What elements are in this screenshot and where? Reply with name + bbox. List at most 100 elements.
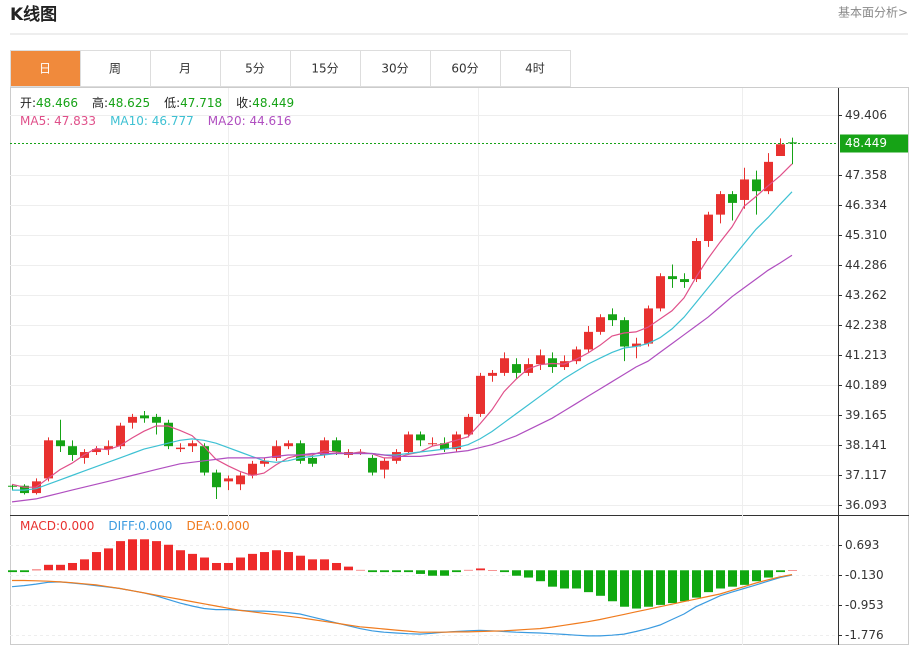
- candle-body: [644, 308, 653, 344]
- tab-label[interactable]: 日: [39, 62, 51, 76]
- tab[interactable]: [500, 50, 571, 87]
- legend-label: 收:: [236, 96, 252, 110]
- macd-bar: [512, 570, 521, 576]
- macd-bar: [224, 562, 233, 571]
- candle-body: [236, 475, 245, 485]
- macd-bar: [392, 570, 401, 573]
- macd-bar: [104, 548, 113, 571]
- legend: MA5: 47.833 MA10: 46.777 MA20: 44.616: [20, 114, 291, 128]
- candle-body: [704, 214, 713, 242]
- candle-body: [608, 314, 617, 321]
- y-tick-label: 38.141: [845, 438, 887, 452]
- candle-body: [140, 415, 149, 419]
- candle-body: [572, 349, 581, 362]
- macd-bar: [680, 570, 689, 602]
- legend-value: 47.718: [180, 96, 222, 110]
- tab-label[interactable]: 4时: [525, 62, 545, 76]
- macd-bar: [692, 570, 701, 598]
- macd-bar: [284, 552, 293, 571]
- candle-body: [464, 416, 473, 435]
- macd-bar: [752, 570, 761, 582]
- indicator-line: [11, 254, 793, 503]
- y-tick-label: 0.693: [845, 538, 879, 552]
- candle-body: [680, 279, 689, 283]
- macd-bar: [404, 570, 413, 573]
- macd-bar: [644, 570, 653, 607]
- legend-value: 47.833: [54, 114, 96, 128]
- candle-body: [308, 457, 317, 464]
- candle-body: [8, 485, 17, 487]
- candle-body: [116, 425, 125, 447]
- y-tick-label: 46.334: [845, 198, 887, 212]
- legend-value: 0.000: [60, 519, 94, 533]
- tab-label[interactable]: 30分: [381, 62, 408, 76]
- y-tick-label: 41.213: [845, 348, 887, 362]
- candle-body: [416, 434, 425, 441]
- macd-bar: [656, 570, 665, 605]
- panel: 49.406 47.358 46.334 45.310 44.286 43.262 42.2…: [8, 108, 908, 512]
- macd-bar: [632, 570, 641, 609]
- y-tick-label: -0.130: [845, 568, 884, 582]
- fundamental-link[interactable]: 基本面分析>: [838, 6, 908, 20]
- indicator-line: [12, 574, 793, 633]
- legend-value: 46.777: [152, 114, 194, 128]
- candle-body: [668, 276, 677, 280]
- y-tick-label: 43.262: [845, 288, 887, 302]
- candle-body: [332, 440, 341, 453]
- legend-label: MA10:: [110, 114, 152, 128]
- macd-bar: [188, 553, 197, 571]
- macd-bar: [140, 539, 149, 571]
- macd-bar: [176, 550, 185, 571]
- macd-bar: [536, 570, 545, 582]
- macd-bar: [80, 559, 89, 571]
- candle-body: [584, 331, 593, 350]
- legend-value: 48.625: [108, 96, 150, 110]
- macd-bar: [704, 570, 713, 593]
- candle-body: [752, 179, 761, 192]
- last-price-box: [840, 134, 908, 153]
- legend-value: 0.000: [138, 519, 172, 533]
- candle-body: [548, 358, 557, 368]
- macd-bar: [764, 570, 773, 578]
- tab-label[interactable]: 5分: [245, 62, 265, 76]
- macd-bar: [92, 552, 101, 571]
- legend-value: 48.449: [252, 96, 294, 110]
- macd-bar: [128, 539, 137, 571]
- macd-bar: [584, 570, 593, 593]
- tab-label[interactable]: 15分: [311, 62, 338, 76]
- tab-label[interactable]: 60分: [451, 62, 478, 76]
- tab[interactable]: [150, 50, 221, 87]
- tab-bar: 日 周 月 5分 15分 30分 60分 4时: [10, 50, 571, 87]
- macd-bar: [464, 569, 473, 571]
- candle-body: [368, 457, 377, 473]
- macd-bar: [380, 570, 389, 573]
- macd-bar: [548, 570, 557, 587]
- candle-body: [176, 447, 185, 450]
- macd-bar: [8, 570, 17, 573]
- tab[interactable]: [360, 50, 431, 87]
- candle-body: [92, 449, 101, 453]
- tab[interactable]: [80, 50, 151, 87]
- legend: MACD:0.000 DIFF:0.000 DEA:0.000: [20, 519, 250, 533]
- macd-bar: [668, 570, 677, 604]
- macd-bar: [608, 570, 617, 602]
- legend: 开:48.466 高:48.625 低:47.718 收:48.449: [20, 95, 294, 110]
- y-tick-label: 36.093: [845, 498, 887, 512]
- tab-label[interactable]: 月: [179, 62, 191, 76]
- macd-bar: [452, 570, 461, 573]
- macd-bar: [776, 570, 785, 573]
- y-tick-label: 40.189: [845, 378, 887, 392]
- tab-label[interactable]: 周: [109, 62, 121, 76]
- panel: 0.693 -0.130 -0.953 -1.776: [8, 538, 884, 642]
- candle-body: [212, 472, 221, 488]
- candle-body: [632, 343, 641, 347]
- macd-bar: [68, 562, 77, 571]
- legend-label: MA5:: [20, 114, 54, 128]
- legend-value: 48.466: [36, 96, 78, 110]
- legend-label: DIFF:: [108, 519, 138, 533]
- y-tick-label: 45.310: [845, 228, 887, 242]
- candle-body: [128, 416, 137, 423]
- vertical-grid: [228, 88, 743, 645]
- candle-body: [596, 317, 605, 332]
